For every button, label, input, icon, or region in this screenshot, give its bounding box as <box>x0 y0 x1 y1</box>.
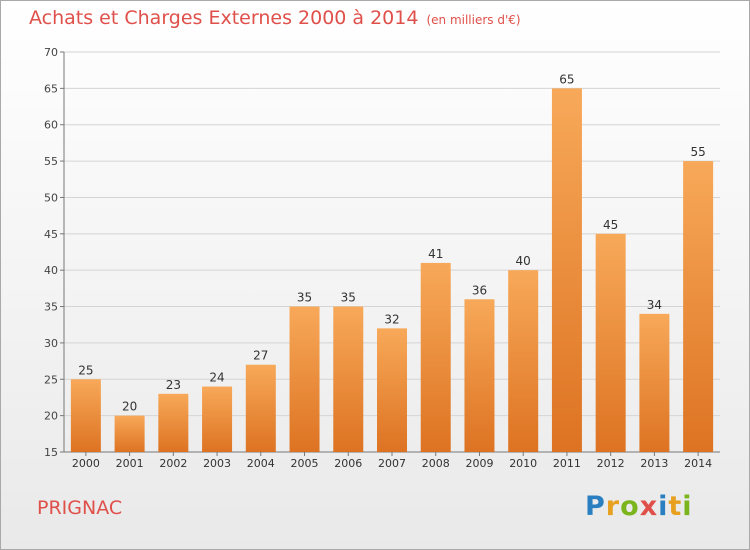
x-tick-label: 2002 <box>159 457 187 470</box>
bar-2012 <box>595 233 626 452</box>
data-label: 27 <box>253 349 268 363</box>
chart-title: Achats et Charges Externes 2000 à 2014 (e… <box>29 7 521 29</box>
bar-2013 <box>639 313 670 452</box>
x-tick-label: 2014 <box>684 457 712 470</box>
logo-letter: o <box>620 491 640 522</box>
bar-2005 <box>289 306 320 452</box>
x-tick-label: 2012 <box>597 457 625 470</box>
data-label: 32 <box>384 312 399 326</box>
bar-2000 <box>70 379 101 452</box>
axis-layer: 15 20 25 30 35 40 45 50 55 60 65 70 2000 2001 2002 2003… <box>44 46 720 470</box>
bar-2008 <box>420 262 451 452</box>
data-label: 65 <box>559 72 574 86</box>
data-label: 55 <box>690 145 705 159</box>
data-label: 25 <box>78 363 93 377</box>
x-tick-label: 2011 <box>553 457 581 470</box>
y-tick-label: 45 <box>44 228 58 241</box>
logo-letter: i <box>682 491 693 522</box>
x-tick-label: 2001 <box>116 457 144 470</box>
bar-2004 <box>245 364 276 452</box>
logo-letter: r <box>605 491 621 522</box>
y-tick-label: 35 <box>44 301 58 314</box>
bar-2009 <box>464 299 495 452</box>
x-tick-label: 2010 <box>509 457 537 470</box>
title-unit: (en milliers d'€) <box>426 13 521 27</box>
bar-2014 <box>683 161 714 452</box>
x-tick-label: 2007 <box>378 457 406 470</box>
data-label: 45 <box>603 218 618 232</box>
title-text: Achats et Charges Externes 2000 à 2014 <box>29 7 419 29</box>
commune-name: PRIGNAC <box>37 497 123 519</box>
y-tick-label: 70 <box>44 46 58 59</box>
y-tick-label: 50 <box>44 191 58 204</box>
data-label: 34 <box>647 298 662 312</box>
bar-2010 <box>508 270 539 452</box>
x-tick-label: 2008 <box>422 457 450 470</box>
bar-2007 <box>377 328 407 452</box>
data-label: 35 <box>297 291 312 305</box>
label-layer: 25 20 23 24 27 35 35 32 41 36 40 65 45 34 55 <box>78 72 706 413</box>
logo-letter: t <box>668 491 683 522</box>
x-tick-label: 2004 <box>247 457 275 470</box>
data-label: 24 <box>209 371 224 385</box>
y-tick-label: 20 <box>44 410 58 423</box>
y-tick-label: 60 <box>44 119 58 132</box>
data-label: 35 <box>341 291 356 305</box>
logo-letter: P <box>585 491 606 522</box>
x-tick-label: 2000 <box>72 457 100 470</box>
data-label: 23 <box>166 378 181 392</box>
x-tick-label: 2003 <box>203 457 231 470</box>
bar-2003 <box>202 386 233 452</box>
data-label: 41 <box>428 247 443 261</box>
x-tick-label: 2009 <box>465 457 493 470</box>
data-label: 20 <box>122 400 137 414</box>
x-tick-label: 2013 <box>640 457 668 470</box>
bar-layer <box>70 88 714 452</box>
y-tick-label: 55 <box>44 155 58 168</box>
proxiti-logo[interactable]: Proxiti <box>585 491 693 522</box>
logo-letter: i <box>658 491 669 522</box>
bar-2006 <box>333 306 364 452</box>
logo-letter: x <box>639 491 659 522</box>
x-tick-label: 2006 <box>334 457 362 470</box>
y-tick-label: 15 <box>44 446 58 459</box>
y-tick-label: 30 <box>44 337 58 350</box>
data-label: 36 <box>472 283 487 297</box>
y-tick-label: 25 <box>44 373 58 386</box>
data-label: 40 <box>516 254 531 268</box>
bar-2001 <box>114 415 145 452</box>
x-tick-label: 2005 <box>291 457 319 470</box>
bar-2011 <box>551 88 582 452</box>
y-tick-label: 40 <box>44 264 58 277</box>
y-tick-label: 65 <box>44 82 58 95</box>
bar-2002 <box>158 393 189 452</box>
